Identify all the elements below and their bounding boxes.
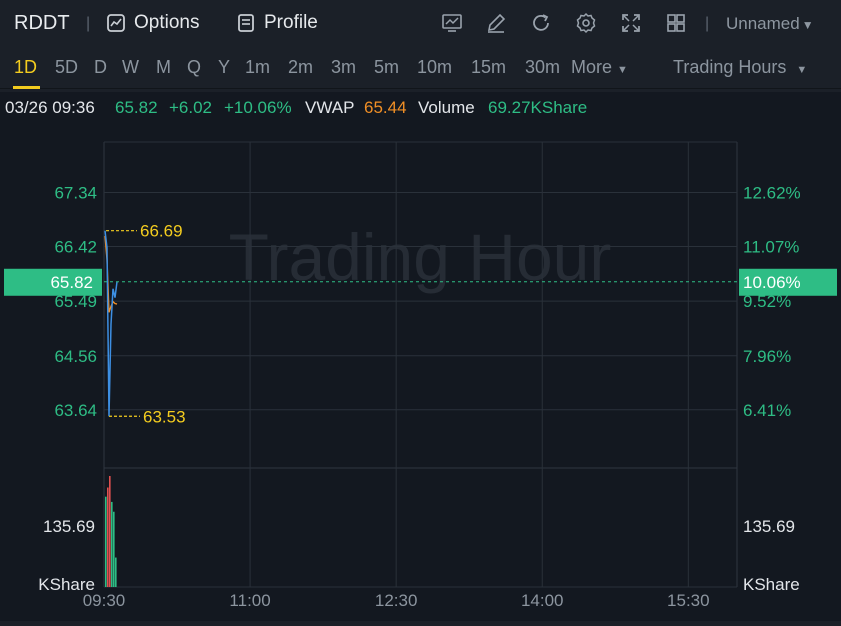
pct-tick-label: 12.62% <box>743 184 801 203</box>
timeframe-m[interactable]: M <box>156 57 171 77</box>
y-tick-label: 64.56 <box>54 347 97 366</box>
quote-change: +6.02 <box>169 98 213 117</box>
timeframe-d[interactable]: D <box>94 57 107 77</box>
timeframe-5m[interactable]: 5m <box>374 57 400 77</box>
timeframe-10m[interactable]: 10m <box>417 57 453 77</box>
caret-down-icon: ▼ <box>796 64 808 76</box>
y-tick-label: 67.34 <box>54 184 97 203</box>
layout-grid-icon[interactable] <box>665 12 687 34</box>
more-label: More <box>571 57 613 77</box>
timeframe-5d[interactable]: 5D <box>55 57 79 77</box>
timeframe-bar: 1D 5D D W M Q Y 1m 2m 3m 5m 10m 15m 30m … <box>0 46 841 89</box>
quote-price: 65.82 <box>115 98 158 117</box>
timeframe-30m[interactable]: 30m <box>525 57 561 77</box>
volume-unit-label: KShare <box>38 575 95 594</box>
price-line <box>104 230 118 417</box>
vwap-label: VWAP <box>305 98 355 117</box>
profile-label: Profile <box>264 12 318 33</box>
symbol-title[interactable]: RDDT <box>14 12 70 34</box>
y-tick-label: 65.49 <box>54 292 97 311</box>
options-label: Options <box>134 12 200 33</box>
draw-pencil-icon[interactable] <box>485 12 507 34</box>
fullscreen-icon[interactable] <box>620 12 642 34</box>
active-timeframe-indicator <box>13 86 40 89</box>
vwap-value: 65.44 <box>364 98 407 117</box>
quote-change-pct: +10.06% <box>224 98 292 117</box>
pct-tick-label: 6.41% <box>743 401 791 420</box>
volume-value: 69.27KShare <box>488 98 588 117</box>
timeframe-y[interactable]: Y <box>218 57 231 77</box>
volume-bar <box>109 476 111 587</box>
options-icon <box>107 14 125 32</box>
caret-down-icon: ▼ <box>617 64 628 76</box>
trading-hours-dropdown[interactable]: Trading Hours ▼ <box>673 57 807 78</box>
volume-bar <box>115 557 117 587</box>
x-tick-label: 14:00 <box>521 591 564 610</box>
last-pct-tag <box>739 268 837 296</box>
pct-tick-label: 7.96% <box>743 347 791 366</box>
last-price-tag-label: 65.82 <box>50 273 93 292</box>
caret-down-icon: ▼ <box>801 18 814 32</box>
timeframe-2m[interactable]: 2m <box>288 57 314 77</box>
top-toolbar: RDDT | Options Profile <box>0 0 841 47</box>
timeframe-15m[interactable]: 15m <box>471 57 507 77</box>
layout-name-dropdown[interactable]: Unnamed ▼ <box>726 14 814 34</box>
toolbar-divider: | <box>86 15 91 32</box>
last-price-tag <box>4 268 102 296</box>
timeframe-w[interactable]: W <box>122 57 139 77</box>
low-price-label: 63.53 <box>143 407 186 426</box>
volume-bar <box>113 511 115 587</box>
x-tick-label: 12:30 <box>375 591 418 610</box>
x-tick-label: 09:30 <box>83 591 126 610</box>
volume-bar <box>105 496 107 587</box>
refresh-icon[interactable] <box>530 12 552 34</box>
y-tick-label: 63.64 <box>54 401 97 420</box>
timeframe-1m[interactable]: 1m <box>245 57 271 77</box>
quote-datetime: 03/26 09:36 <box>5 98 95 117</box>
indicator-icon[interactable] <box>441 12 463 34</box>
trading-hours-label: Trading Hours <box>673 57 787 77</box>
volume-bar <box>111 501 113 587</box>
settings-gear-icon[interactable] <box>575 12 597 34</box>
x-tick-label: 15:30 <box>667 591 710 610</box>
volume-label: Volume <box>418 98 475 117</box>
last-pct-tag-label: 10.06% <box>743 273 801 292</box>
quote-info-bar: 03/26 09:36 65.82 +6.02 +10.06% VWAP 65.… <box>0 92 841 124</box>
timeframe-q[interactable]: Q <box>187 57 202 77</box>
volume-axis-label: 135.69 <box>743 517 795 536</box>
profile-button[interactable]: Profile <box>236 12 318 34</box>
chart-svg[interactable]: Trading Hour 63.64 6.41% 64.56 7.96% 65.49 9.5… <box>0 124 841 621</box>
high-price-label: 66.69 <box>140 222 183 241</box>
layout-name-label: Unnamed <box>726 14 800 33</box>
volume-unit-label: KShare <box>743 575 800 594</box>
toolbar-divider: | <box>705 15 710 32</box>
pct-tick-label: 9.52% <box>743 292 791 311</box>
intraday-chart[interactable]: Trading Hour 63.64 6.41% 64.56 7.96% 65.49 9.5… <box>0 124 841 621</box>
more-timeframes-button[interactable]: More ▼ <box>571 57 628 78</box>
pct-tick-label: 11.07% <box>743 238 799 257</box>
x-tick-label: 11:00 <box>229 591 270 610</box>
options-button[interactable]: Options <box>106 12 199 34</box>
timeframe-1d[interactable]: 1D <box>14 57 38 77</box>
watermark: Trading Hour <box>229 220 612 294</box>
volume-axis-label: 135.69 <box>43 517 95 536</box>
y-tick-label: 66.42 <box>54 238 97 257</box>
timeframe-3m[interactable]: 3m <box>331 57 357 77</box>
profile-icon <box>238 14 254 32</box>
volume-bar <box>107 487 109 587</box>
